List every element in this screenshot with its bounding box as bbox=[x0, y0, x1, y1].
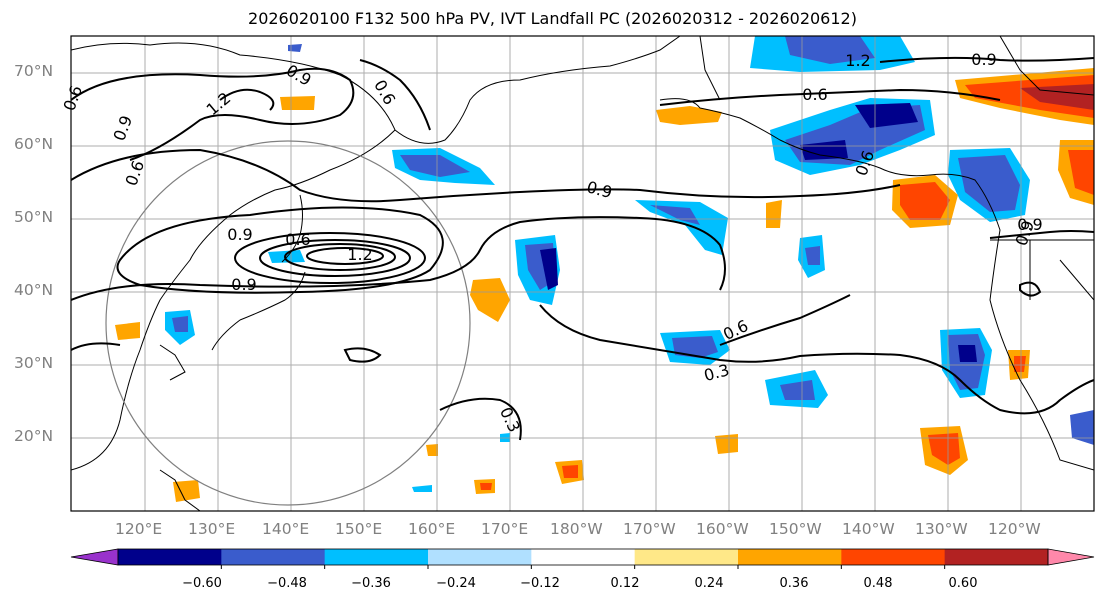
shade-blob bbox=[780, 380, 815, 400]
lon-label-130e: 130°E bbox=[188, 520, 236, 538]
cb-tick-label: 0.12 bbox=[610, 576, 640, 591]
contour-label: 0.6 bbox=[802, 85, 827, 104]
lon-label-130w: 130°W bbox=[915, 520, 968, 538]
shade-blob bbox=[115, 322, 140, 340]
shade-blob bbox=[280, 96, 315, 110]
shade-blob bbox=[288, 44, 302, 52]
lon-label-150e: 150°E bbox=[335, 520, 383, 538]
lon-label-160w: 160°W bbox=[696, 520, 749, 538]
shade-blob bbox=[800, 140, 848, 160]
contour-label: 0.9 bbox=[227, 225, 252, 244]
shade-blob bbox=[1070, 410, 1094, 445]
shade-blob bbox=[672, 336, 718, 358]
shade-blob bbox=[900, 182, 950, 220]
contour-label: 0.6 bbox=[285, 230, 310, 249]
shade-blob bbox=[470, 278, 510, 322]
cb-tick-label: −0.24 bbox=[436, 576, 476, 591]
shade-blob bbox=[480, 483, 492, 490]
shade-blob bbox=[1014, 356, 1026, 372]
contour-label: 1.2 bbox=[347, 245, 372, 264]
shade-blob bbox=[1068, 150, 1094, 195]
shade-blob bbox=[766, 200, 782, 228]
cb-tick-label: −0.12 bbox=[520, 576, 560, 591]
radius-circle bbox=[105, 140, 471, 506]
shade-blob bbox=[650, 205, 700, 225]
shade-blob bbox=[715, 434, 738, 454]
shade-blob bbox=[173, 480, 200, 502]
shade-blob bbox=[805, 246, 820, 265]
cb-tick-label: 0.60 bbox=[948, 576, 978, 591]
shade-blob bbox=[400, 155, 470, 177]
cb-tick-label: 0.24 bbox=[694, 576, 724, 591]
lat-label-50: 50°N bbox=[14, 208, 54, 226]
shade-blob bbox=[785, 36, 875, 64]
cb-tick-label: 0.48 bbox=[863, 576, 893, 591]
contour-label: 0.9 bbox=[1017, 215, 1042, 234]
shade-blob bbox=[268, 250, 305, 263]
shade-blob bbox=[958, 345, 977, 362]
figure-title: 2026020100 F132 500 hPa PV, IVT Landfall… bbox=[248, 9, 857, 28]
lon-label-170w: 170°W bbox=[623, 520, 676, 538]
lat-label-70: 70°N bbox=[14, 62, 54, 80]
shade-blob bbox=[635, 200, 728, 255]
cb-tick-label: −0.48 bbox=[267, 576, 307, 591]
pv-contours bbox=[71, 56, 1094, 441]
shade-blob bbox=[855, 103, 918, 128]
shade-blob bbox=[540, 248, 558, 290]
lat-label-60: 60°N bbox=[14, 135, 54, 153]
lon-label-160e: 160°E bbox=[408, 520, 456, 538]
shading-layer bbox=[115, 36, 1094, 502]
lon-label-170e: 170°E bbox=[481, 520, 529, 538]
lon-label-140e: 140°E bbox=[262, 520, 310, 538]
shade-blob bbox=[426, 444, 438, 456]
shade-blob bbox=[928, 433, 960, 465]
lat-label-20: 20°N bbox=[14, 427, 54, 445]
shade-blob bbox=[412, 485, 432, 492]
lat-label-30: 30°N bbox=[14, 354, 54, 372]
contour-label: 0.9 bbox=[971, 50, 996, 69]
lon-label-180w: 180°W bbox=[550, 520, 603, 538]
shade-blob bbox=[656, 106, 722, 125]
cb-tick-label: −0.60 bbox=[182, 576, 222, 591]
map-frame bbox=[70, 35, 1095, 512]
lon-label-150w: 150°W bbox=[769, 520, 822, 538]
cb-tick-label: −0.36 bbox=[351, 576, 391, 591]
shade-blob bbox=[562, 465, 578, 478]
lon-label-140w: 140°W bbox=[842, 520, 895, 538]
cb-tick-label: 0.36 bbox=[779, 576, 809, 591]
contour-label: 1.2 bbox=[845, 51, 870, 70]
lon-label-120w: 120°W bbox=[988, 520, 1041, 538]
lat-label-40: 40°N bbox=[14, 281, 54, 299]
contour-label: 0.9 bbox=[231, 275, 256, 294]
shade-blob bbox=[1020, 84, 1094, 110]
shade-blob bbox=[172, 316, 188, 332]
lon-label-120e: 120°E bbox=[115, 520, 163, 538]
shade-blob bbox=[958, 155, 1020, 212]
